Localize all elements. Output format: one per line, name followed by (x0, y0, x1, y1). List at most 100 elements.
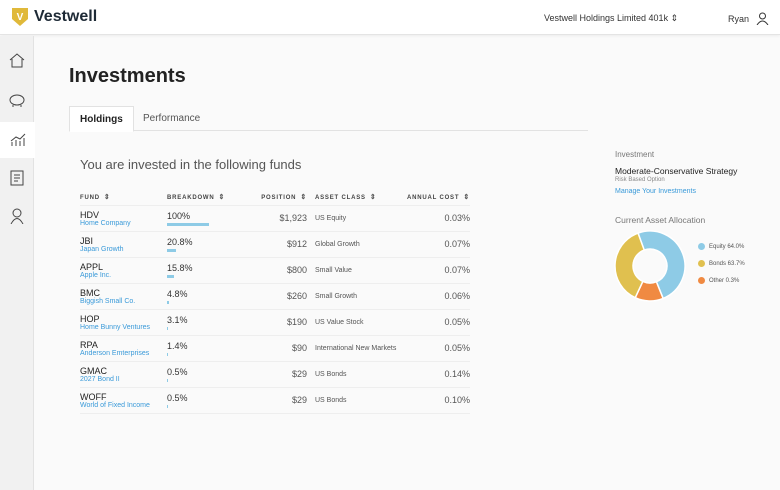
asset-class: US Value Stock (307, 309, 397, 336)
fund-name-link[interactable]: Home Bunny Ventures (80, 323, 151, 331)
fund-ticker: HOP (80, 313, 100, 324)
annual-cost: 0.06% (396, 283, 470, 310)
document-icon (10, 170, 24, 186)
annual-cost: 0.07% (396, 231, 470, 258)
plan-name: Vestwell Holdings Limited 401k (544, 13, 669, 23)
column-annual-cost[interactable]: ANNUAL COST ⇕ (396, 189, 470, 206)
logo[interactable]: V Vestwell (12, 8, 97, 26)
position-value: $800 (242, 257, 307, 284)
column-position[interactable]: POSITION ⇕ (242, 189, 307, 206)
sidebar-item-savings[interactable] (0, 82, 34, 118)
column-breakdown[interactable]: BREAKDOWN ⇕ (167, 189, 242, 206)
strategy-name: Moderate-Conservative Strategy (615, 166, 738, 176)
fund-name-link[interactable]: Apple Inc. (80, 271, 112, 279)
user-menu[interactable]: Ryan (728, 12, 769, 25)
breakdown-percent: 3.1% (167, 314, 188, 325)
page-title: Investments (69, 65, 186, 87)
tab-performance[interactable]: Performance (143, 113, 201, 124)
plan-selector[interactable]: Vestwell Holdings Limited 401k ⇕ (544, 13, 678, 24)
legend-dot (698, 260, 705, 267)
fund-ticker: JBI (80, 235, 94, 246)
fund-cell: WOFF World of Fixed Income (80, 387, 167, 414)
sidebar-item-home[interactable] (0, 42, 34, 78)
piggy-bank-icon (9, 94, 25, 107)
breakdown-bar (167, 274, 174, 278)
table-row[interactable]: WOFF World of Fixed Income 0.5% $29 US Bo… (80, 387, 470, 414)
table-row[interactable]: JBI Japan Growth 20.8% $912 Global Growth… (80, 231, 470, 258)
top-bar: V Vestwell Vestwell Holdings Limited 401… (0, 0, 780, 35)
breakdown-cell: 1.4% (167, 335, 242, 362)
sort-icon: ⇕ (218, 193, 226, 201)
position-value: $190 (242, 309, 307, 336)
chart-icon (10, 133, 25, 146)
legend-label: Bonds 63.7% (709, 260, 745, 267)
sidebar-item-documents[interactable] (0, 160, 34, 196)
legend-label: Other 0.3% (709, 277, 740, 284)
fund-name-link[interactable]: World of Fixed Income (80, 401, 150, 409)
fund-ticker: WOFF (80, 391, 107, 402)
breakdown-percent: 1.4% (167, 340, 188, 351)
asset-class: Global Growth (307, 231, 397, 258)
fund-ticker: GMAC (80, 365, 107, 376)
column-fund[interactable]: FUND ⇕ (80, 189, 167, 206)
breakdown-bar (167, 248, 176, 252)
position-value: $90 (242, 335, 307, 362)
fund-cell: RPA Anderson Emterprises (80, 335, 167, 362)
annual-cost: 0.03% (396, 205, 470, 232)
annual-cost: 0.07% (396, 257, 470, 284)
breakdown-percent: 0.5% (167, 392, 188, 403)
legend-item: Equity 64.0% (698, 243, 744, 250)
asset-class: Small Value (307, 257, 397, 284)
table-row[interactable]: GMAC 2027 Bond II 0.5% $29 US Bonds 0.14% (80, 361, 470, 388)
asset-class: International New Markets (307, 335, 397, 362)
sort-icon: ⇕ (463, 193, 470, 201)
position-value: $29 (242, 361, 307, 388)
table-row[interactable]: BMC Biggish Small Co. 4.8% $260 Small Gro… (80, 283, 470, 310)
annual-cost: 0.05% (396, 335, 470, 362)
fund-name-link[interactable]: 2027 Bond II (80, 375, 120, 383)
legend-dot (698, 277, 705, 284)
breakdown-bar (167, 378, 168, 382)
fund-name-link[interactable]: Anderson Emterprises (80, 349, 150, 357)
tab-holdings[interactable]: Holdings (69, 106, 134, 132)
fund-name-link[interactable]: Japan Growth (80, 245, 124, 253)
fund-ticker: BMC (80, 287, 100, 298)
breakdown-percent: 0.5% (167, 366, 188, 377)
sort-icon: ⇕ (670, 13, 679, 23)
sidebar-item-profile[interactable] (0, 198, 34, 234)
user-name: Ryan (728, 13, 750, 24)
investment-label: Investment (615, 150, 655, 159)
breakdown-cell: 0.5% (167, 361, 242, 388)
allocation-donut-chart (614, 230, 686, 302)
table-row[interactable]: APPL Apple Inc. 15.8% $800 Small Value 0.… (80, 257, 470, 284)
position-value: $912 (242, 231, 307, 258)
table-row[interactable]: HOP Home Bunny Ventures 3.1% $190 US Valu… (80, 309, 470, 336)
annual-cost: 0.05% (396, 309, 470, 336)
annual-cost: 0.10% (396, 387, 470, 414)
fund-cell: HOP Home Bunny Ventures (80, 309, 167, 336)
fund-name-link[interactable]: Biggish Small Co. (80, 297, 136, 305)
breakdown-cell: 3.1% (167, 309, 242, 336)
breakdown-bar (167, 300, 170, 304)
fund-cell: JBI Japan Growth (80, 231, 167, 258)
manage-investments-link[interactable]: Manage Your Investments (615, 188, 696, 195)
breakdown-cell: 20.8% (167, 231, 242, 258)
brand-name: Vestwell (34, 8, 98, 25)
column-asset-class[interactable]: ASSET CLASS ⇕ (307, 189, 397, 206)
allocation-title: Current Asset Allocation (615, 215, 706, 225)
sidebar-item-investments[interactable] (0, 122, 35, 158)
table-row[interactable]: HDV Home Company 100% $1,923 US Equity 0.… (80, 205, 470, 232)
fund-name-link[interactable]: Home Company (80, 219, 131, 227)
breakdown-percent: 15.8% (167, 262, 193, 273)
table-row[interactable]: RPA Anderson Emterprises 1.4% $90 Interna… (80, 335, 470, 362)
sort-icon: ⇕ (369, 193, 377, 201)
fund-cell: BMC Biggish Small Co. (80, 283, 167, 310)
breakdown-bar (167, 326, 169, 330)
donut-slice-bonds (614, 232, 646, 299)
asset-class: US Bonds (307, 361, 397, 388)
asset-class: US Bonds (307, 387, 397, 414)
position-value: $260 (242, 283, 307, 310)
breakdown-percent: 20.8% (167, 236, 193, 247)
position-value: $1,923 (242, 205, 307, 232)
sort-icon: ⇕ (103, 193, 111, 201)
